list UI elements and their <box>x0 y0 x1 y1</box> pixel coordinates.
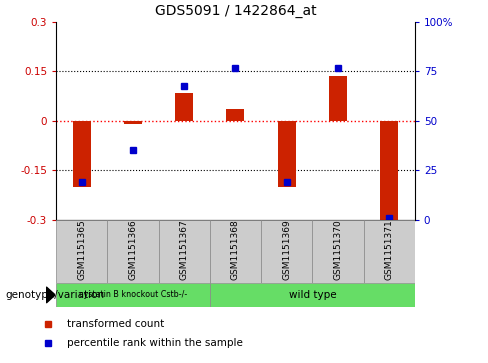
Text: GSM1151369: GSM1151369 <box>282 220 291 281</box>
Text: wild type: wild type <box>288 290 336 300</box>
Bar <box>56 283 210 307</box>
Title: GDS5091 / 1422864_at: GDS5091 / 1422864_at <box>155 4 316 18</box>
Text: GSM1151371: GSM1151371 <box>385 220 394 281</box>
Bar <box>175 93 193 121</box>
Bar <box>278 121 296 187</box>
Text: GSM1151370: GSM1151370 <box>333 220 343 281</box>
Bar <box>312 220 364 283</box>
Text: cystatin B knockout Cstb-/-: cystatin B knockout Cstb-/- <box>79 290 187 299</box>
Text: GSM1151368: GSM1151368 <box>231 220 240 281</box>
Text: GSM1151365: GSM1151365 <box>77 220 86 281</box>
Bar <box>329 76 347 121</box>
Bar <box>124 121 142 124</box>
Polygon shape <box>46 287 55 303</box>
Bar <box>380 121 398 220</box>
Bar <box>210 283 415 307</box>
Text: GSM1151367: GSM1151367 <box>180 220 189 281</box>
Bar <box>261 220 312 283</box>
Bar <box>107 220 159 283</box>
Text: transformed count: transformed count <box>67 319 164 329</box>
Bar <box>364 220 415 283</box>
Text: genotype/variation: genotype/variation <box>5 290 104 300</box>
Bar <box>159 220 210 283</box>
Text: GSM1151366: GSM1151366 <box>128 220 138 281</box>
Bar <box>73 121 91 187</box>
Bar <box>210 220 261 283</box>
Bar <box>56 220 107 283</box>
Text: percentile rank within the sample: percentile rank within the sample <box>67 338 243 348</box>
Bar <box>226 109 244 121</box>
